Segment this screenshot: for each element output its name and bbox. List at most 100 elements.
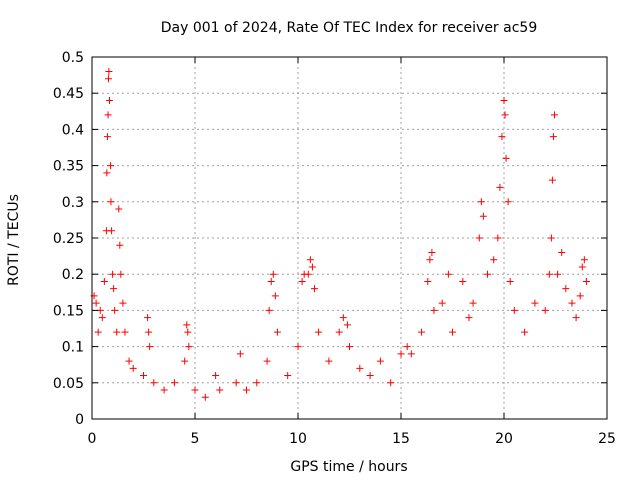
data-point [92,299,100,307]
y-tick-label: 0 [75,412,84,428]
data-point [376,357,384,365]
data-point [129,364,137,372]
data-point [304,270,312,278]
data-point [109,270,117,278]
data-point [113,328,121,336]
x-tick-label: 25 [598,431,616,447]
data-point [562,285,570,293]
y-tick-label: 0.25 [53,231,84,247]
axis-ticks: 0 0.05 0.1 0.15 0.2 0.25 0.3 0.35 0.4 0.45 0.5 0 5 10… [53,50,616,447]
data-point [145,328,153,336]
data-point [116,241,124,249]
data-point [506,277,514,285]
data-point [94,328,102,336]
data-point [185,343,193,351]
data-point [541,306,549,314]
y-tick-label: 0.3 [62,195,84,211]
data-point [315,328,323,336]
data-point [496,183,504,191]
data-point [343,321,351,329]
data-point [144,314,152,322]
data-point [428,248,436,256]
data-point [273,328,281,336]
data-point [117,270,125,278]
y-tick-label: 0.2 [62,267,84,283]
data-point [103,133,111,141]
data-point [510,306,518,314]
data-point [477,198,485,206]
data-point [426,256,434,264]
data-point [490,256,498,264]
data-point [216,386,224,394]
data-point [568,299,576,307]
data-point [267,277,275,285]
data-point [580,256,588,264]
data-point [110,285,118,293]
data-point [212,372,220,380]
data-point [339,314,347,322]
y-axis-label: ROTI / TECUs [6,194,22,286]
x-tick-label: 10 [289,431,307,447]
data-point [501,111,509,119]
chart-title: Day 001 of 2024, Rate Of TEC Index for r… [161,20,537,36]
data-point [494,234,502,242]
data-point [469,299,477,307]
y-tick-label: 0.4 [62,122,84,138]
data-point [498,133,506,141]
x-axis-label: GPS time / hours [290,459,407,475]
data-point [572,314,580,322]
data-point [146,343,154,351]
data-point [183,321,191,329]
data-point [424,277,432,285]
data-point [438,299,446,307]
x-tick-label: 5 [191,431,200,447]
data-point [531,299,539,307]
data-point [550,111,558,119]
data-point [105,67,113,75]
data-point [397,350,405,358]
data-point [547,234,555,242]
data-point [500,96,508,104]
data-point [104,75,112,83]
data-point [160,386,168,394]
data-point [191,386,199,394]
y-tick-label: 0.5 [62,50,84,66]
y-tick-label: 0.15 [53,303,84,319]
data-point [269,270,277,278]
data-point [346,343,353,351]
data-point [108,227,116,235]
data-point [121,328,129,336]
data-point [111,306,119,314]
data-point [298,277,306,285]
data-point [475,234,483,242]
y-tick-label: 0.45 [53,86,84,102]
data-point [407,350,415,358]
data-point [582,277,590,285]
data-point [150,379,158,387]
data-point [444,270,452,278]
y-tick-label: 0.05 [53,376,84,392]
x-tick-label: 20 [495,431,513,447]
data-point [104,111,112,119]
data-point [284,372,292,380]
data-point [106,96,114,104]
data-point [271,292,279,300]
data-point [107,198,115,206]
data-point [263,357,271,365]
y-tick-label: 0.35 [53,159,84,175]
data-points [90,67,590,401]
x-tick-label: 0 [88,431,97,447]
data-point [521,328,529,336]
data-point [119,299,127,307]
data-point [325,357,333,365]
data-point [170,379,178,387]
data-point [387,379,395,387]
data-point [140,372,147,380]
data-point [201,393,209,401]
data-point [243,386,250,394]
data-point [430,306,438,314]
data-point [100,277,108,285]
data-point [545,270,553,278]
data-point [403,343,411,351]
